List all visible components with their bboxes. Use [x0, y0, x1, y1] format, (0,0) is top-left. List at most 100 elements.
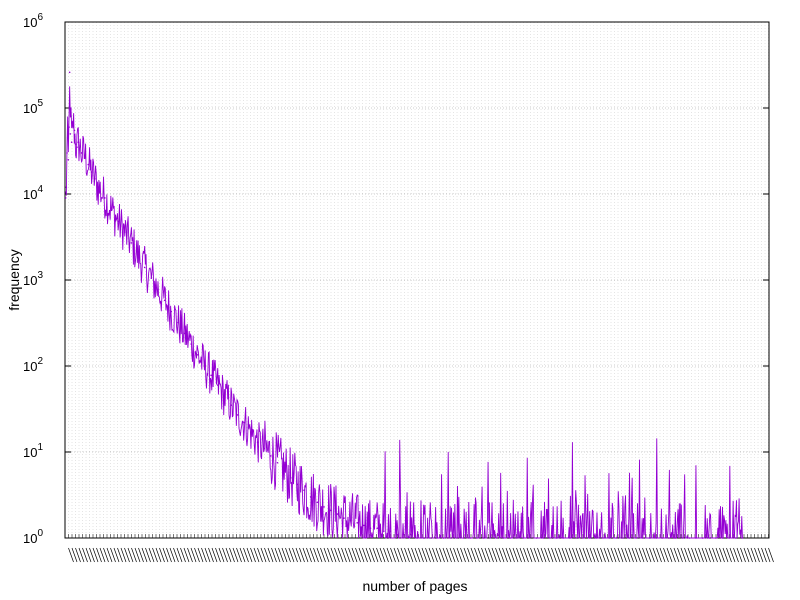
x-tick-label-scribble — [656, 547, 662, 563]
x-tick-label-scribble — [351, 547, 358, 563]
x-tick-label-scribble — [533, 547, 540, 563]
x-tick-label-scribble — [407, 547, 414, 563]
y-tick-label: 100 — [23, 528, 43, 546]
x-tick-label-scribble — [201, 547, 207, 563]
data-point — [256, 441, 259, 444]
data-point — [595, 537, 598, 539]
data-point — [197, 353, 199, 356]
x-tick-label-scribble — [607, 547, 613, 563]
x-tick-label-scribble — [246, 547, 253, 563]
x-tick-label-scribble — [148, 547, 155, 563]
data-point — [462, 537, 465, 539]
y-tick-exponent: 4 — [37, 184, 43, 195]
data-point — [522, 537, 525, 539]
y-tick-label: 106 — [23, 12, 43, 30]
data-point — [210, 374, 212, 377]
x-tick-label-scribble — [236, 547, 242, 563]
x-tick-label-scribble — [708, 547, 715, 563]
x-tick-label-scribble — [712, 547, 718, 563]
x-tick-label-scribble — [631, 547, 638, 563]
data-point — [216, 384, 219, 386]
y-tick-exponent: 1 — [37, 442, 43, 453]
data-point — [66, 152, 68, 154]
data-point — [456, 537, 458, 539]
x-tick-label-scribble — [173, 547, 179, 563]
data-point — [635, 537, 637, 539]
x-tick-label-scribble — [267, 547, 274, 563]
data-point — [276, 461, 279, 464]
x-tick-label-scribble — [411, 547, 417, 563]
x-tick-label-scribble — [750, 547, 757, 563]
x-tick-label-scribble — [474, 547, 480, 563]
x-tick-label-scribble — [288, 547, 295, 563]
x-tick-label-scribble — [677, 547, 683, 563]
data-point — [502, 537, 505, 539]
x-tick-label-scribble — [306, 547, 312, 563]
x-tick-label-scribble — [642, 547, 648, 563]
x-tick-label-scribble — [614, 547, 620, 563]
x-tick-label-scribble — [155, 547, 162, 563]
x-tick-label-scribble — [341, 547, 347, 563]
x-tick-label-scribble — [271, 547, 277, 563]
x-tick-label-scribble — [509, 547, 515, 563]
y-tick-exponent: 6 — [37, 12, 43, 23]
x-tick-label-scribble — [89, 547, 95, 563]
data-point — [422, 537, 425, 539]
x-tick-label-scribble — [600, 547, 606, 563]
x-tick-label-scribble — [719, 547, 725, 563]
x-tick-label-scribble — [687, 547, 694, 563]
y-tick-label: 104 — [23, 184, 43, 202]
x-tick-label-scribble — [593, 547, 599, 563]
x-tick-label-scribble — [134, 547, 141, 563]
x-tick-label-scribble — [435, 547, 442, 563]
data-point — [70, 141, 73, 144]
x-tick-label-scribble — [418, 547, 424, 563]
data-point — [734, 537, 737, 539]
data-point — [137, 255, 139, 257]
x-tick-label-scribble — [442, 547, 449, 563]
x-tick-label-scribble — [558, 547, 564, 563]
x-tick-label-scribble — [71, 547, 78, 563]
x-tick-label-scribble — [421, 547, 428, 563]
data-point — [230, 404, 232, 407]
data-point — [529, 537, 531, 539]
data-point — [170, 310, 173, 313]
x-tick-label-scribble — [736, 547, 743, 563]
data-point — [655, 537, 657, 539]
x-tick-label-scribble — [628, 547, 634, 563]
x-tick-label-scribble — [176, 547, 183, 563]
data-point — [436, 537, 438, 539]
data-point — [183, 332, 186, 335]
x-tick-label-scribble — [463, 547, 470, 563]
data-point — [588, 537, 591, 539]
y-tick-exponent: 0 — [37, 528, 43, 539]
x-tick-label-scribble — [250, 547, 256, 563]
x-tick-label-scribble — [414, 547, 421, 563]
x-tick-label-scribble — [138, 547, 144, 563]
x-tick-label-scribble — [313, 547, 319, 563]
x-tick-label-scribble — [530, 547, 536, 563]
data-point — [163, 299, 166, 302]
x-tick-label-scribble — [131, 547, 137, 563]
x-tick-label-scribble — [540, 547, 547, 563]
data-point — [110, 209, 113, 211]
x-tick-label-scribble — [169, 547, 176, 563]
data-point — [69, 133, 72, 135]
x-tick-label-scribble — [659, 547, 666, 563]
x-tick-label-scribble — [428, 547, 435, 563]
horizontal-grid — [65, 107, 769, 453]
x-tick-label-scribble — [768, 547, 774, 563]
x-tick-label-scribble — [92, 547, 99, 563]
series-layer — [64, 71, 744, 540]
data-point — [150, 277, 153, 279]
data-point — [475, 537, 478, 539]
x-tick-label-scribble — [460, 547, 466, 563]
data-point — [68, 126, 70, 128]
data-point — [575, 537, 578, 539]
x-tick-label-scribble — [491, 547, 498, 563]
x-tick-label-scribble — [565, 547, 571, 563]
data-point — [382, 530, 385, 532]
data-point — [376, 527, 378, 530]
x-tick-label-scribble — [498, 547, 505, 563]
x-tick-label-scribble — [561, 547, 568, 563]
